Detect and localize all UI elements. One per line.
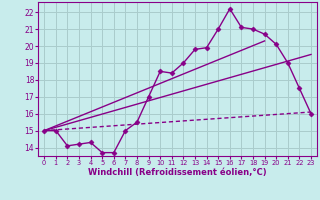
X-axis label: Windchill (Refroidissement éolien,°C): Windchill (Refroidissement éolien,°C) [88, 168, 267, 177]
